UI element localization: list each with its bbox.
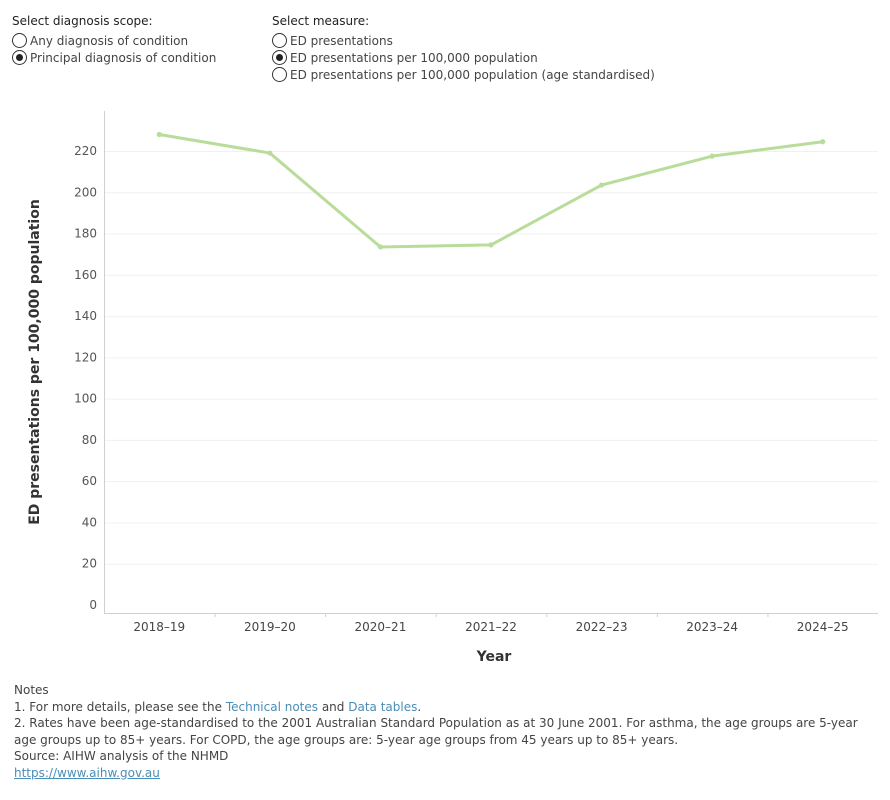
y-tick-label: 160 xyxy=(74,268,97,282)
y-tick-label: 180 xyxy=(74,227,97,241)
x-tick-label: 2023–24 xyxy=(686,620,738,634)
note-1-prefix: 1. For more details, please see the xyxy=(14,699,226,714)
y-tick-label: 200 xyxy=(74,185,97,199)
radio-selected-icon[interactable] xyxy=(12,50,27,65)
x-axis-ticks: 2018–19 2019–20 2020–21 2021–22 2022–23 2023–… xyxy=(133,613,849,634)
y-axis-ticks: 0 20 40 60 80 100 120 140 160 180 200 220 xyxy=(74,144,97,612)
x-tick-label: 2021–22 xyxy=(465,620,517,634)
diagnosis-scope-control: Select diagnosis scope: Any diagnosis of… xyxy=(12,13,216,66)
data-point xyxy=(267,150,273,156)
scope-option-any-label: Any diagnosis of condition xyxy=(30,33,189,48)
data-point xyxy=(156,131,162,138)
note-2: 2. Rates have been age-standardised to t… xyxy=(14,716,858,747)
y-tick-label: 140 xyxy=(74,309,97,323)
measure-option-rate-label: ED presentations per 100,000 population xyxy=(290,50,538,65)
y-tick-label: 220 xyxy=(74,144,97,158)
note-1: 1. For more details, please see the Tech… xyxy=(14,699,874,716)
data-point xyxy=(377,244,384,250)
measure-option-count[interactable]: ED presentations xyxy=(272,32,655,49)
y-tick-label: 40 xyxy=(82,515,97,529)
x-axis-title: Year xyxy=(476,649,512,665)
gridlines xyxy=(104,151,878,565)
series-group xyxy=(156,131,826,250)
measure-control: Select measure: ED presentations ED pres… xyxy=(272,13,655,83)
radio-selected-icon[interactable] xyxy=(272,50,287,65)
data-point xyxy=(709,153,715,159)
scope-option-principal[interactable]: Principal diagnosis of condition xyxy=(12,49,216,66)
data-point xyxy=(820,139,826,145)
measure-option-count-label: ED presentations xyxy=(290,33,393,48)
y-tick-label: 80 xyxy=(82,433,97,447)
note-1-and: and xyxy=(318,699,349,714)
radio-unselected-icon[interactable] xyxy=(272,33,287,48)
x-tick-label: 2019–20 xyxy=(244,620,296,634)
radio-unselected-icon[interactable] xyxy=(12,33,27,48)
aihw-website-link[interactable]: https://www.aihw.gov.au xyxy=(14,765,160,780)
x-tick-label: 2022–23 xyxy=(576,620,628,634)
x-tick-label: 2020–21 xyxy=(355,620,407,634)
scope-option-any[interactable]: Any diagnosis of condition xyxy=(12,32,216,49)
y-tick-label: 0 xyxy=(89,598,97,612)
y-tick-label: 20 xyxy=(82,557,97,571)
x-tick-label: 2018–19 xyxy=(133,620,185,634)
scope-option-principal-label: Principal diagnosis of condition xyxy=(30,50,217,65)
x-tick-label: 2024–25 xyxy=(797,620,849,634)
measure-option-rate[interactable]: ED presentations per 100,000 population xyxy=(272,49,655,66)
y-tick-label: 100 xyxy=(74,392,97,406)
measure-title: Select measure: xyxy=(272,14,370,28)
notes-heading: Notes xyxy=(14,683,49,697)
diagnosis-scope-title: Select diagnosis scope: xyxy=(12,14,153,28)
source-text: Source: AIHW analysis of the NHMD xyxy=(14,749,229,763)
radio-unselected-icon[interactable] xyxy=(272,67,287,82)
y-tick-label: 60 xyxy=(82,474,97,488)
data-tables-link[interactable]: Data tables xyxy=(348,699,418,714)
y-axis-title: ED presentations per 100,000 population xyxy=(27,199,43,525)
technical-notes-link[interactable]: Technical notes xyxy=(225,699,319,714)
measure-option-age-std[interactable]: ED presentations per 100,000 population … xyxy=(272,66,655,83)
data-point xyxy=(488,242,494,248)
note-1-suffix: . xyxy=(417,699,422,714)
y-tick-label: 120 xyxy=(74,350,97,364)
notes-section: Notes 1. For more details, please see th… xyxy=(14,682,874,781)
data-point xyxy=(598,182,605,188)
measure-option-age-std-label: ED presentations per 100,000 population … xyxy=(290,67,655,82)
